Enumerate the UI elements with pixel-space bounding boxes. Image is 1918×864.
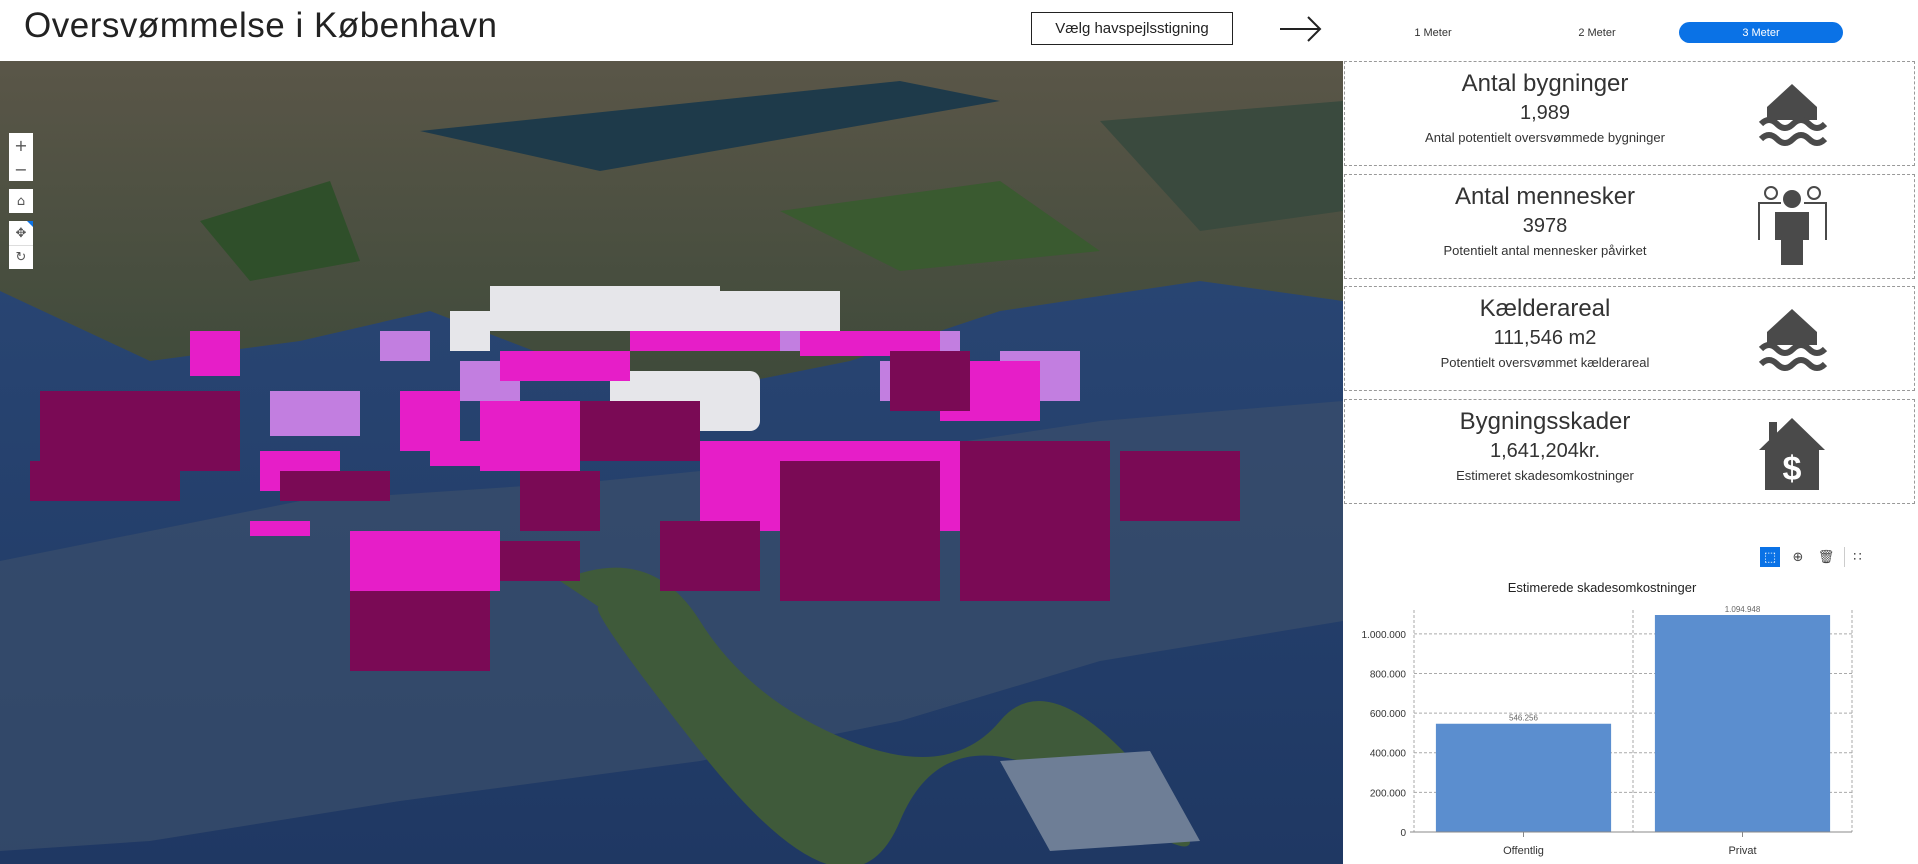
card-building-damage: Bygningsskader 1,641,204kr. Estimeret sk… [1344,399,1915,504]
map-scene [0,61,1343,864]
damage-cost-chart: Estimerede skadesomkostninger 0 200.000 40… [1362,580,1853,857]
y-tick-label: 200.000 [1370,788,1407,799]
card-basement-area: Kælderareal 111,546 m2 Potentielt oversv… [1344,286,1915,391]
y-tick-label: 400.000 [1370,749,1407,760]
card-subtitle: Potentielt antal mennesker påvirket [1443,243,1647,258]
zoom-icon[interactable]: ⊕ [1792,549,1804,565]
zoom-out-button[interactable]: − [9,157,33,181]
rotate-button[interactable]: ↻ [9,245,33,269]
level-1-meter-button[interactable]: 1 Meter [1414,26,1452,39]
grid-icon[interactable]: ∷ [1844,547,1864,567]
home-icon: ⌂ [16,193,26,209]
card-value: 1,989 [1519,102,1571,124]
people-icon [1758,186,1827,265]
map-navigation-controls: + − ⌂ ✥ ↻ [9,133,33,269]
pan-icon: ✥ [15,225,27,241]
data-label: 546.256 [1509,714,1538,723]
data-label: 1.094.948 [1725,605,1761,614]
bar-privat[interactable] [1654,615,1831,832]
card-buildings: Antal bygninger 1,989 Antal potentielt o… [1344,61,1915,166]
card-people: Antal mennesker 3978 Potentielt antal me… [1344,174,1915,279]
level-3-meter-button[interactable]: 3 Meter [1679,22,1843,43]
selection-icon[interactable]: ⬚ [1760,547,1780,567]
bar-offentlig[interactable] [1435,723,1612,832]
x-tick-label: Offentlig [1503,845,1544,857]
card-value: 111,546 m2 [1493,327,1597,349]
clear-selection-icon[interactable]: 🗑 [1817,549,1835,565]
y-tick-label: 1.000.000 [1362,630,1407,641]
card-title: Kælderareal [1479,295,1611,322]
card-title: Antal mennesker [1454,183,1636,210]
card-subtitle: Antal potentielt oversvømmede bygninger [1425,130,1665,145]
card-value: 1,641,204kr. [1489,440,1601,462]
arrow-right-icon [1280,16,1322,42]
choose-sea-level-button[interactable]: Vælg havspejlsstigning [1031,12,1233,45]
level-2-meter-button[interactable]: 2 Meter [1578,26,1616,39]
y-tick-label: 0 [1400,828,1406,839]
y-tick-label: 800.000 [1370,669,1407,680]
svg-text:$: $ [1783,450,1802,488]
chart-toolbar: ⬚ ⊕ 🗑 ∷ [1760,547,1864,567]
rotate-icon: ↻ [15,250,27,265]
card-subtitle: Potentielt oversvømmet kælderareal [1440,355,1650,370]
x-tick-label: Privat [1728,845,1756,857]
card-value: 3978 [1522,215,1568,237]
scene-map-view[interactable]: + − ⌂ ✥ ↻ [0,61,1343,864]
card-title: Antal bygninger [1461,70,1629,97]
flooded-buildings-dark [30,351,1240,671]
home-button[interactable]: ⌂ [9,189,33,213]
chart-title: Estimerede skadesomkostninger [1508,580,1697,595]
card-title: Bygningsskader [1459,408,1631,435]
y-tick-label: 600.000 [1370,709,1407,720]
pan-button[interactable]: ✥ [9,221,33,245]
page-title: Oversvømmelse i København [24,6,498,45]
flooded-house-icon [1758,84,1828,146]
flooded-house-icon [1758,309,1828,371]
card-subtitle: Estimeret skadesomkostninger [1456,468,1634,483]
house-dollar-icon: $ [1759,418,1825,490]
zoom-in-button[interactable]: + [9,133,33,157]
